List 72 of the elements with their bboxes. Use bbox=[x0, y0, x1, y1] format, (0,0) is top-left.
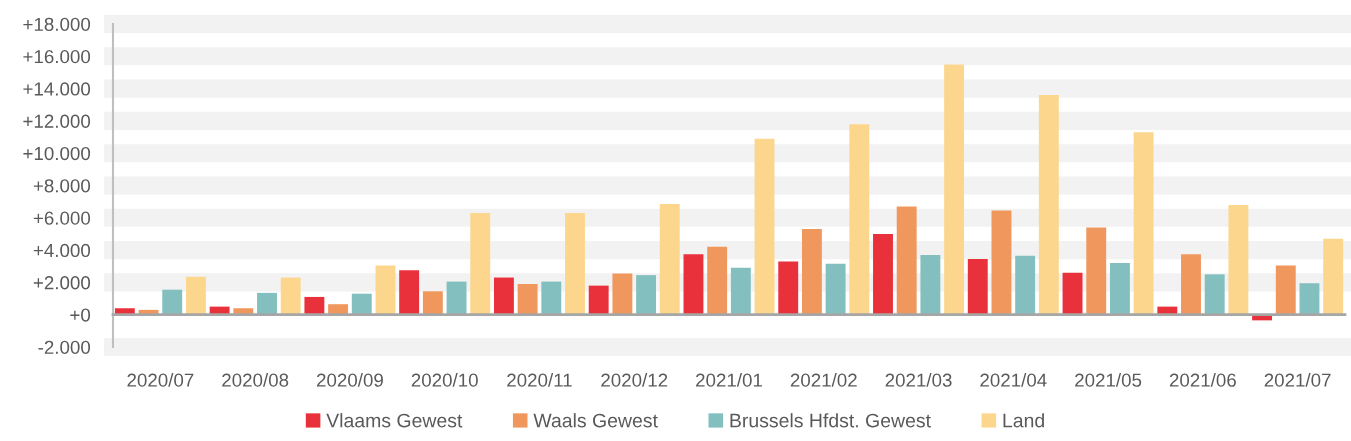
bar bbox=[1299, 283, 1320, 315]
bar bbox=[1038, 95, 1059, 315]
x-tick-label: 2020/10 bbox=[411, 373, 478, 387]
bar bbox=[185, 276, 206, 315]
bar bbox=[1086, 227, 1107, 315]
bar bbox=[636, 275, 657, 315]
bar bbox=[375, 265, 396, 315]
y-tick-label: +18.000 bbox=[23, 17, 91, 31]
bar bbox=[351, 293, 372, 315]
bar bbox=[565, 212, 585, 315]
legend-label: Brussels Hfdst. Gewest bbox=[730, 413, 931, 428]
bar bbox=[422, 291, 443, 315]
y-tick-label: +0 bbox=[70, 308, 91, 322]
bar bbox=[825, 263, 846, 315]
bar bbox=[280, 277, 301, 315]
y-tick-label: +6.000 bbox=[33, 211, 91, 225]
bar bbox=[659, 204, 680, 315]
x-tick-label: 2020/07 bbox=[127, 373, 194, 387]
bar bbox=[896, 206, 917, 315]
y-tick-label: +16.000 bbox=[23, 50, 91, 64]
bar bbox=[1109, 263, 1130, 315]
bar bbox=[541, 281, 562, 315]
bar bbox=[873, 233, 893, 315]
bar bbox=[991, 210, 1012, 315]
bar bbox=[588, 285, 609, 315]
x-tick-label: 2020/09 bbox=[316, 373, 383, 387]
bar bbox=[944, 64, 965, 315]
legend-label: Land bbox=[1003, 413, 1044, 428]
bar bbox=[162, 289, 183, 315]
x-tick-label: 2020/11 bbox=[507, 373, 572, 387]
y-tick-label: +10.000 bbox=[23, 146, 91, 161]
x-tick-label: 2021/03 bbox=[885, 373, 952, 387]
bar bbox=[304, 296, 325, 315]
bar bbox=[1323, 238, 1344, 315]
y-tick-label: +8.000 bbox=[33, 179, 91, 193]
legend-label: Vlaams Gewest bbox=[326, 413, 463, 428]
x-tick-label: 2021/04 bbox=[980, 373, 1047, 387]
x-tick-label: 2021/05 bbox=[1075, 373, 1142, 387]
bar bbox=[1015, 255, 1036, 315]
x-tick-label: 2021/01 bbox=[696, 373, 762, 387]
bar bbox=[470, 212, 491, 315]
bar bbox=[517, 284, 538, 315]
bar bbox=[1181, 254, 1201, 315]
bar bbox=[1133, 132, 1154, 315]
y-tick-label: +14.000 bbox=[23, 82, 91, 96]
x-tick-label: 2020/08 bbox=[222, 373, 289, 387]
y-tick-label: +2.000 bbox=[33, 276, 91, 290]
bar bbox=[1204, 274, 1225, 315]
bar bbox=[1062, 272, 1083, 315]
x-tick-label: 2021/06 bbox=[1169, 373, 1236, 387]
bar bbox=[801, 229, 822, 315]
bar bbox=[967, 258, 988, 315]
bar bbox=[1275, 265, 1296, 315]
bar bbox=[754, 138, 775, 315]
y-tick-label: +12.000 bbox=[23, 114, 91, 128]
x-tick-label: 2021/02 bbox=[790, 373, 857, 387]
y-tick-label: -2.000 bbox=[38, 340, 91, 354]
bar bbox=[707, 246, 728, 315]
x-tick-label: 2021/07 bbox=[1264, 373, 1331, 387]
y-tick-label: +4.000 bbox=[33, 243, 91, 258]
bar bbox=[683, 254, 704, 315]
bar bbox=[730, 267, 751, 315]
bar bbox=[612, 273, 633, 315]
legend-label: Waals Gewest bbox=[533, 413, 658, 428]
bar bbox=[849, 124, 870, 315]
bar bbox=[778, 261, 799, 315]
bar bbox=[1228, 204, 1249, 315]
bar bbox=[399, 270, 420, 315]
bar bbox=[257, 292, 277, 315]
x-tick-label: 2020/12 bbox=[601, 373, 668, 387]
bar bbox=[493, 277, 514, 315]
bar bbox=[920, 254, 941, 315]
